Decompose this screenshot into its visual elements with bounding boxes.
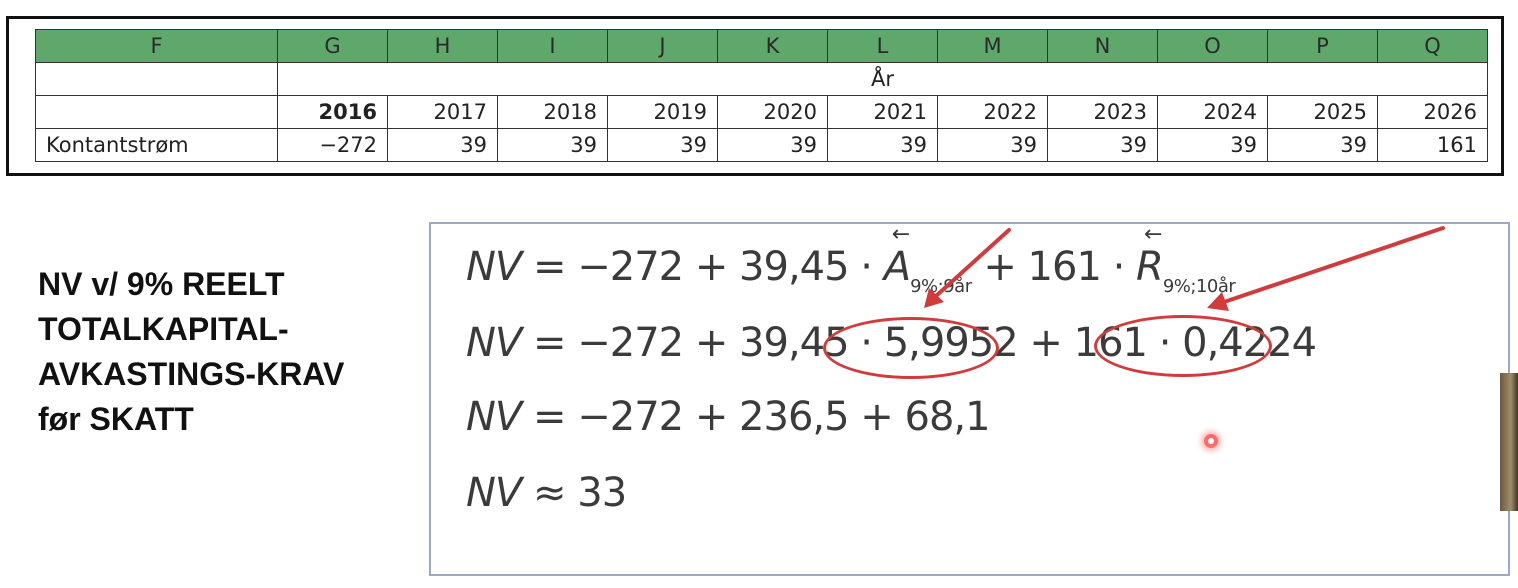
discount-factor-highlight-ellipse [1094, 315, 1272, 377]
annuity-factor-subscript: 9%;9år [910, 276, 972, 297]
annotation-arrow-1 [934, 228, 1011, 298]
cashflow-cell[interactable]: 39 [1157, 128, 1268, 162]
blank-cell[interactable] [35, 62, 278, 96]
cashflow-cell[interactable]: 39 [1267, 128, 1378, 162]
formula-text: = −272 + 39,45 · [521, 320, 884, 366]
year-cell[interactable]: 2023 [1047, 95, 1158, 129]
left-arrow-icon: ← [891, 222, 910, 247]
year-cell[interactable]: 2016 [277, 95, 388, 129]
arrowhead-icon [1207, 292, 1229, 311]
cashflow-cell[interactable]: 39 [827, 128, 938, 162]
year-row: 2016 2017 2018 2019 2020 2021 2022 2023 … [35, 95, 1488, 129]
cashflow-row: Kontantstrøm −272 39 39 39 39 39 39 39 3… [35, 128, 1488, 162]
npv-heading: NV v/ 9% REELT TOTALKAPITAL- AVKASTINGS-… [38, 262, 418, 442]
year-cell[interactable]: 2026 [1377, 95, 1488, 129]
heading-line: AVKASTINGS-KRAV [38, 356, 345, 392]
blank-cell[interactable] [35, 95, 278, 129]
column-header[interactable]: J [607, 29, 718, 63]
annuity-factor-highlight-ellipse [823, 317, 999, 379]
column-header[interactable]: I [497, 29, 608, 63]
column-header[interactable]: Q [1377, 29, 1488, 63]
formula-text: ≈ 33 [521, 470, 627, 516]
formula-text: = −272 + 236,5 + 68,1 [521, 394, 991, 440]
left-arrow-icon: ← [1144, 222, 1162, 247]
formula-line-1: NV = −272 + 39,45 · A ← 9%;9år + 161 · R ← 9… [466, 222, 1236, 297]
annotation-arrows [924, 226, 1445, 311]
year-cell[interactable]: 2024 [1157, 95, 1268, 129]
annotation-arrow-2 [1222, 226, 1445, 304]
nv-symbol: NV [466, 470, 522, 516]
annuity-factor-symbol: A ← [883, 222, 911, 290]
column-header[interactable]: L [827, 29, 938, 63]
year-cell[interactable]: 2025 [1267, 95, 1378, 129]
nv-symbol: NV [466, 394, 522, 440]
arrowhead-icon [924, 288, 944, 308]
formula-text: + 161 · [971, 244, 1137, 290]
group-header-row: År [35, 62, 1488, 96]
year-cell[interactable]: 2018 [497, 95, 608, 129]
cashflow-cell[interactable]: 39 [1047, 128, 1158, 162]
year-cell[interactable]: 2019 [607, 95, 718, 129]
cashflow-cell[interactable]: 39 [387, 128, 498, 162]
heading-line: før SKATT [38, 401, 194, 437]
year-cell[interactable]: 2020 [717, 95, 828, 129]
cashflow-cell[interactable]: 39 [717, 128, 828, 162]
cashflow-sheet: F G H I J K L M N O P Q År 2016 2017 201… [6, 16, 1504, 176]
heading-line: TOTALKAPITAL- [38, 311, 289, 347]
discount-factor-symbol: R ← [1136, 222, 1164, 290]
year-cell[interactable]: 2017 [387, 95, 498, 129]
cashflow-cell[interactable]: 39 [607, 128, 718, 162]
year-group-header[interactable]: År [277, 62, 1488, 96]
column-header[interactable]: K [717, 29, 828, 63]
column-header[interactable]: G [277, 29, 388, 63]
year-cell[interactable]: 2021 [827, 95, 938, 129]
formula-line-3: NV = −272 + 236,5 + 68,1 [466, 394, 991, 440]
cashflow-cell[interactable]: 39 [937, 128, 1048, 162]
column-letter-row: F G H I J K L M N O P Q [35, 29, 1488, 63]
column-header[interactable]: P [1267, 29, 1378, 63]
heading-line: NV v/ 9% REELT [38, 266, 285, 302]
formula-line-4: NV ≈ 33 [466, 470, 627, 516]
cashflow-cell[interactable]: 161 [1377, 128, 1488, 162]
cashflow-cell[interactable]: −272 [277, 128, 388, 162]
formula-text: = −272 + 39,45 · [521, 244, 884, 290]
nv-symbol: NV [466, 244, 522, 290]
column-header[interactable]: M [937, 29, 1048, 63]
nv-symbol: NV [466, 320, 522, 366]
cashflow-table: F G H I J K L M N O P Q År 2016 2017 201… [35, 29, 1488, 162]
webcam-overlay [1500, 373, 1518, 511]
row-label-cell[interactable]: Kontantstrøm [35, 128, 278, 162]
laser-pointer-icon [1204, 434, 1218, 448]
discount-factor-subscript: 9%;10år [1162, 276, 1236, 297]
column-header[interactable]: O [1157, 29, 1268, 63]
cashflow-cell[interactable]: 39 [497, 128, 608, 162]
formula-panel: NV = −272 + 39,45 · A ← 9%;9år + 161 · R ← 9… [429, 222, 1510, 576]
column-header[interactable]: H [387, 29, 498, 63]
year-cell[interactable]: 2022 [937, 95, 1048, 129]
column-header[interactable]: F [35, 29, 278, 63]
column-header[interactable]: N [1047, 29, 1158, 63]
